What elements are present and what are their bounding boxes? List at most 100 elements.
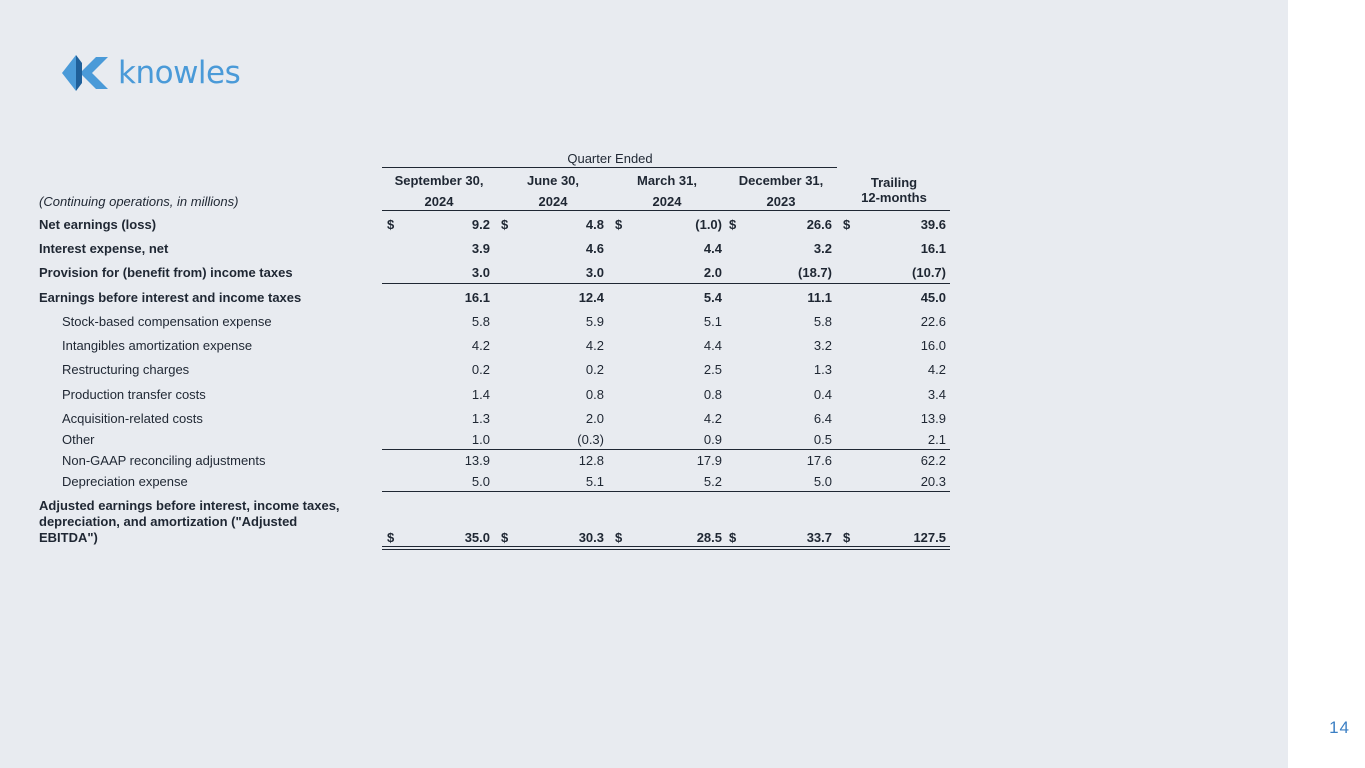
value-cell: 0.2 <box>585 362 604 377</box>
value-cell: 4.6 <box>585 241 604 256</box>
value-cell: 17.6 <box>806 453 832 468</box>
row-label: Depreciation expense <box>62 474 188 489</box>
col-header-mar31: March 31, <box>637 173 697 188</box>
value-cell: (1.0) <box>695 217 722 232</box>
right-margin-panel <box>1288 0 1365 768</box>
value-cell: 16.1 <box>464 290 490 305</box>
currency-symbol: $ <box>615 217 623 232</box>
value-cell: 4.4 <box>703 241 722 256</box>
adjusted-ebitda-table: Quarter Ended (Continuing operations, in… <box>39 151 950 550</box>
group-header: Quarter Ended <box>567 151 653 166</box>
row-label: Production transfer costs <box>62 387 206 402</box>
value-cell: (0.3) <box>577 432 604 447</box>
units-label: (Continuing operations, in millions) <box>39 194 239 209</box>
value-cell: 17.9 <box>696 453 722 468</box>
value-cell: 5.1 <box>703 314 722 329</box>
col-header-mar31-year: 2024 <box>652 194 682 209</box>
value-cell: 127.5 <box>913 530 946 545</box>
value-cell: 11.1 <box>807 290 832 305</box>
col-header-dec31: December 31, <box>738 173 824 188</box>
value-cell: 0.2 <box>471 362 490 377</box>
value-cell: 22.6 <box>920 314 946 329</box>
group-header-rule <box>382 167 837 168</box>
value-cell: 5.0 <box>813 474 832 489</box>
row-label: Non-GAAP reconciling adjustments <box>62 453 266 468</box>
subtotal-rule-depreciation <box>382 491 950 492</box>
row-label: Restructuring charges <box>62 362 190 377</box>
value-cell: 2.0 <box>585 411 604 426</box>
value-cell: (18.7) <box>798 265 832 280</box>
value-cell: 33.7 <box>806 530 832 545</box>
value-cell: 0.9 <box>703 432 722 447</box>
row-label: Net earnings (loss) <box>39 217 157 232</box>
currency-symbol: $ <box>843 530 851 545</box>
value-cell: 0.8 <box>703 387 722 402</box>
subtotal-rule-ebit <box>382 283 950 284</box>
value-cell: 5.4 <box>703 290 722 305</box>
total-double-rule <box>382 549 950 550</box>
value-cell: 5.8 <box>813 314 832 329</box>
value-cell: 20.3 <box>920 474 946 489</box>
value-cell: 5.1 <box>585 474 604 489</box>
value-cell: 16.0 <box>920 338 946 353</box>
value-cell: 13.9 <box>920 411 946 426</box>
row-label: Interest expense, net <box>39 241 169 256</box>
subtotal-rule-adjustments <box>382 449 950 450</box>
value-cell: 62.2 <box>920 453 946 468</box>
value-cell: 6.4 <box>813 411 832 426</box>
value-cell: 1.3 <box>471 411 490 426</box>
value-cell: 3.9 <box>471 241 490 256</box>
value-cell: 3.4 <box>927 387 946 402</box>
value-cell: 5.8 <box>471 314 490 329</box>
knowles-chevron-icon <box>62 55 108 91</box>
currency-symbol: $ <box>501 217 509 232</box>
value-cell: 2.0 <box>703 265 722 280</box>
value-cell: 12.4 <box>578 290 604 305</box>
col-header-dec31-year: 2023 <box>766 194 796 209</box>
currency-symbol: $ <box>729 217 737 232</box>
page-number: 14 <box>1329 718 1350 737</box>
value-cell: (10.7) <box>912 265 946 280</box>
value-cell: 3.0 <box>471 265 490 280</box>
value-cell: 4.8 <box>585 217 604 232</box>
value-cell: 0.8 <box>585 387 604 402</box>
currency-symbol: $ <box>387 530 395 545</box>
value-cell: 4.4 <box>703 338 722 353</box>
value-cell: 4.2 <box>471 338 490 353</box>
row-label: Provision for (benefit from) income taxe… <box>39 265 293 280</box>
row-label: depreciation, and amortization ("Adjuste… <box>39 514 298 529</box>
value-cell: 1.0 <box>471 432 490 447</box>
col-header-sep30-year: 2024 <box>424 194 454 209</box>
value-cell: 35.0 <box>464 530 490 545</box>
currency-symbol: $ <box>615 530 623 545</box>
col-header-trailing: Trailing <box>870 175 918 190</box>
col-header-jun30: June 30, <box>526 173 580 188</box>
row-label: Intangibles amortization expense <box>62 338 253 353</box>
value-cell: 9.2 <box>471 217 490 232</box>
value-cell: 2.5 <box>703 362 722 377</box>
col-header-trailing-line2: 12-months <box>861 190 927 205</box>
value-cell: 3.2 <box>813 241 832 256</box>
value-cell: 0.4 <box>813 387 832 402</box>
header-rule <box>382 210 950 211</box>
row-label: Stock-based compensation expense <box>62 314 272 329</box>
row-label: Other <box>62 432 95 447</box>
row-label: Earnings before interest and income taxe… <box>39 290 302 305</box>
value-cell: 1.3 <box>813 362 832 377</box>
row-label: EBITDA") <box>39 530 98 545</box>
col-header-sep30: September 30, <box>394 173 484 188</box>
total-double-rule <box>382 546 950 547</box>
col-header-jun30-year: 2024 <box>538 194 568 209</box>
row-label: Adjusted earnings before interest, incom… <box>39 498 340 513</box>
currency-symbol: $ <box>387 217 395 232</box>
value-cell: 4.2 <box>585 338 604 353</box>
value-cell: 1.4 <box>471 387 490 402</box>
value-cell: 13.9 <box>464 453 490 468</box>
value-cell: 5.0 <box>471 474 490 489</box>
knowles-logo: knowles <box>62 52 241 94</box>
value-cell: 4.2 <box>703 411 722 426</box>
value-cell: 5.9 <box>585 314 604 329</box>
row-label: Acquisition-related costs <box>62 411 203 426</box>
value-cell: 2.1 <box>927 432 946 447</box>
value-cell: 3.0 <box>585 265 604 280</box>
